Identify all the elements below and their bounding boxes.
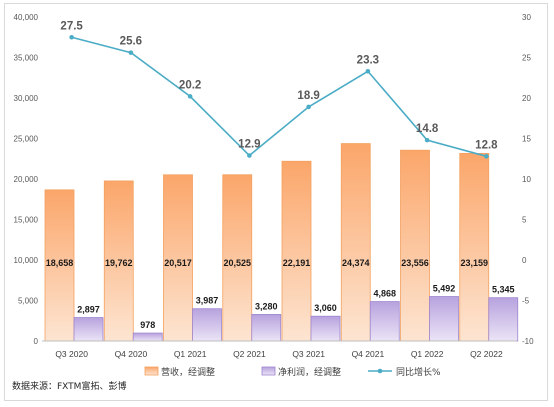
profit-data-label: 5,492 [433, 284, 456, 294]
left-tick-label: 10,000 [14, 256, 39, 265]
growth-data-label: 20.2 [179, 79, 201, 91]
category-label: Q4 2021 [352, 349, 385, 359]
growth-data-label: 23.3 [357, 54, 379, 66]
legend-swatch-profit [261, 366, 276, 376]
category-label: Q4 2020 [115, 349, 148, 359]
revenue-data-label: 24,374 [342, 258, 370, 268]
growth-data-label: 14.8 [416, 123, 439, 135]
growth-point [424, 137, 430, 143]
left-tick-label: 20,000 [14, 175, 39, 184]
bar-series [44, 143, 519, 342]
left-tick-label: 0 [34, 337, 39, 346]
right-tick-label: 30 [522, 13, 531, 22]
profit-data-label: 978 [140, 320, 155, 330]
profit-data-label: 5,345 [492, 285, 515, 295]
revenue-bar [340, 143, 371, 342]
profit-data-label: 2,897 [77, 305, 100, 315]
growth-point [187, 94, 193, 99]
profit-data-label: 4,868 [373, 289, 396, 299]
profit-bar [73, 317, 104, 342]
growth-point [306, 104, 311, 110]
x-axis-categories: Q3 2020 Q4 2020 Q1 2021 Q2 2021 Q3 2021 Q4 20… [55, 349, 503, 359]
right-y-axis: -10 -5 0 5 10 15 20 25 30 [522, 13, 534, 346]
revenue-bar [163, 174, 193, 342]
right-tick-label: 0 [522, 256, 527, 265]
revenue-bar [459, 153, 490, 342]
right-tick-label: 25 [522, 54, 531, 63]
source-note: 数据来源：FXTM富拓、彭博 [12, 380, 126, 392]
profit-bar [251, 314, 282, 342]
profit-bar [488, 297, 519, 342]
category-label: Q2 2021 [233, 349, 266, 359]
growth-point [247, 153, 252, 158]
legend: 营收，经调整 净利润，经调整 同比增长% [144, 366, 441, 378]
revenue-data-label: 18,658 [46, 258, 74, 268]
right-tick-label: 20 [522, 94, 531, 103]
growth-data-label: 12.9 [238, 139, 260, 151]
left-tick-label: 35,000 [14, 54, 39, 63]
legend-label-revenue: 营收，经调整 [161, 366, 215, 378]
revenue-data-label: 22,191 [283, 258, 311, 268]
left-tick-label: 40,000 [14, 13, 39, 22]
profit-data-label: 3,987 [196, 296, 219, 306]
growth-point [365, 68, 371, 74]
category-label: Q2 2022 [470, 349, 503, 359]
growth-data-label: 27.5 [60, 20, 83, 32]
legend-label-profit: 净利润，经调整 [278, 366, 341, 378]
right-tick-label: 5 [522, 216, 527, 225]
revenue-data-label: 19,762 [105, 258, 133, 268]
profit-bar [369, 301, 400, 342]
profit-data-label: 3,060 [314, 303, 337, 313]
revenue-data-label: 23,159 [460, 258, 488, 268]
revenue-data-label: 23,556 [401, 258, 429, 268]
growth-data-label: 12.8 [475, 139, 498, 151]
profit-bar [132, 332, 163, 342]
right-tick-label: -10 [522, 337, 534, 346]
growth-point [128, 50, 134, 55]
revenue-bar [44, 189, 75, 342]
category-label: Q3 2021 [292, 349, 325, 359]
revenue-data-label: 20,517 [164, 258, 192, 268]
revenue-data-label: 20,525 [223, 258, 251, 268]
category-label: Q1 2022 [411, 349, 444, 359]
growth-point [69, 34, 74, 40]
right-tick-label: 15 [522, 135, 531, 144]
right-tick-label: 10 [522, 175, 531, 184]
growth-line [71, 36, 487, 158]
profit-data-label: 3,280 [255, 301, 278, 311]
line-series [69, 34, 489, 159]
left-y-axis: 0 5,000 10,000 15,000 20,000 25,000 30,000 35,0… [14, 13, 39, 346]
category-label: Q3 2020 [55, 349, 88, 359]
left-tick-label: 30,000 [14, 94, 39, 103]
revenue-bar [281, 160, 312, 342]
legend-marker-growth [377, 368, 383, 374]
category-label: Q1 2021 [174, 349, 207, 359]
profit-bar [429, 296, 459, 342]
growth-point [484, 154, 489, 159]
left-tick-label: 15,000 [14, 216, 39, 225]
revenue-bar [103, 180, 134, 342]
profit-bar [192, 308, 222, 342]
legend-label-growth: 同比增长% [396, 366, 441, 378]
left-tick-label: 5,000 [18, 297, 39, 306]
right-tick-label: -5 [522, 297, 530, 306]
growth-data-label: 25.6 [120, 36, 142, 48]
left-tick-label: 25,000 [14, 135, 39, 144]
growth-data-label: 18.9 [297, 90, 319, 102]
profit-bar [310, 315, 341, 342]
revenue-bar [400, 149, 430, 342]
legend-swatch-revenue [144, 366, 159, 376]
data-labels: 18,658 2,897 19,762 978 20,517 3,987 20,525 3,2… [46, 20, 515, 330]
